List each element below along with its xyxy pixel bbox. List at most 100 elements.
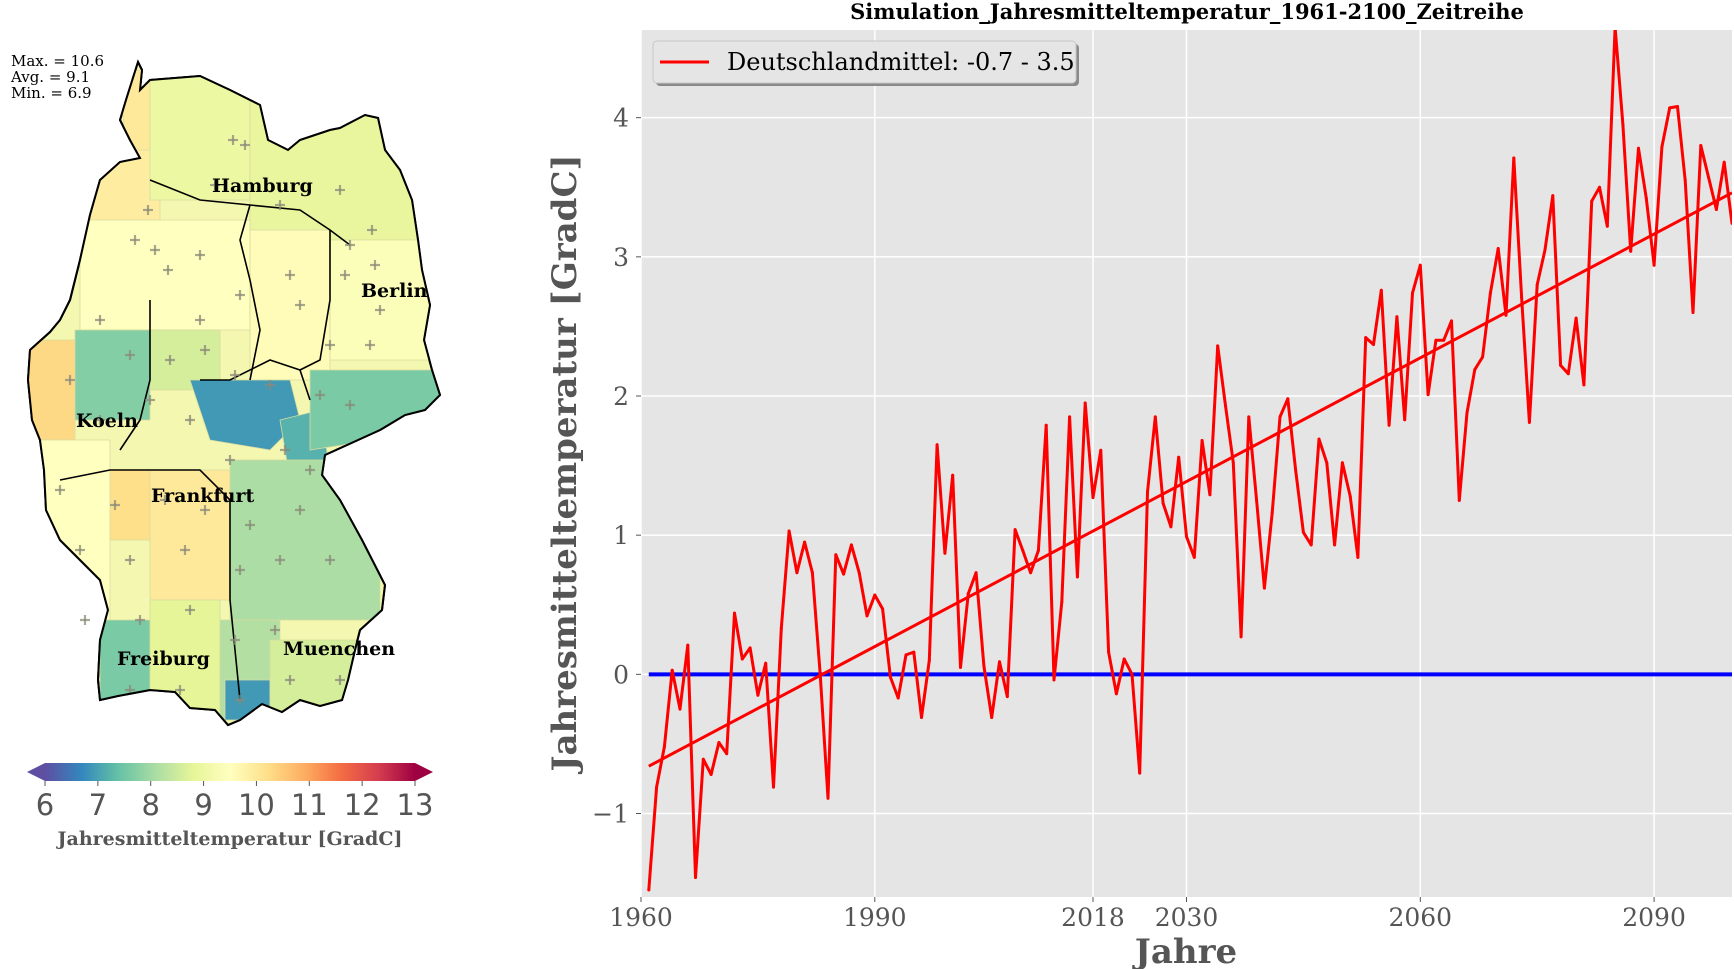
state-border: [59, 469, 150, 481]
data-point: [826, 796, 830, 800]
data-point: [795, 571, 799, 575]
station-cross-icon: [110, 500, 120, 510]
data-point: [1348, 494, 1352, 498]
data-point: [1614, 26, 1617, 29]
station-cross-icon: [135, 615, 145, 625]
station-cross-icon: [285, 270, 295, 280]
colorbar-tick-label: 12: [344, 788, 381, 822]
data-point: [655, 785, 659, 789]
stat-max: Max. = 10.6: [11, 52, 105, 70]
data-point: [1356, 555, 1360, 559]
station-cross-icon: [280, 445, 290, 455]
data-point: [873, 593, 877, 597]
city-label-muenchen: Muenchen: [283, 638, 395, 660]
colorbar-tick-label: 7: [89, 788, 107, 822]
station-cross-icon: [210, 180, 220, 190]
data-point: [810, 571, 814, 575]
data-point: [1208, 493, 1212, 497]
data-point: [912, 650, 916, 654]
data-point: [1730, 221, 1732, 225]
y-tick-label: −1: [592, 800, 629, 829]
data-point: [834, 553, 838, 557]
station-cross-icon: [295, 300, 305, 310]
legend-box: [652, 40, 1077, 84]
trend-line: [648, 191, 1732, 768]
station-cross-icon: [125, 555, 135, 565]
city-label-berlin: Berlin: [361, 280, 428, 302]
station-cross-icon: [195, 250, 205, 260]
station-cross-icon: [275, 200, 285, 210]
map-region: [74, 329, 151, 421]
legend-entry-label: Deutschlandmittel: -0.7 - 3.5: [727, 48, 1075, 76]
station-cross-icon: [270, 625, 280, 635]
data-point: [1153, 415, 1157, 419]
data-point: [904, 653, 908, 657]
station-cross-icon: [180, 545, 190, 555]
x-tick-label: 1960: [609, 903, 673, 932]
data-point: [1629, 249, 1633, 253]
y-axis-label: Jahresmitteltemperatur [GradC]: [545, 154, 585, 774]
data-point: [1598, 185, 1601, 189]
chart-title: Simulation_Jahresmitteltemperatur_1961-2…: [850, 0, 1524, 24]
station-cross-icon: [80, 615, 90, 625]
data-point: [982, 664, 986, 668]
station-cross-icon: [95, 415, 105, 425]
city-label-frankfurt: Frankfurt: [151, 485, 254, 507]
x-tick-label: 2030: [1155, 903, 1219, 932]
state-border: [299, 230, 331, 371]
data-point: [1036, 549, 1040, 552]
data-point: [1185, 535, 1188, 539]
data-point: [1520, 295, 1524, 299]
data-point: [678, 707, 682, 711]
y-tick-label: 4: [613, 104, 629, 133]
data-point: [1021, 549, 1025, 552]
station-cross-icon: [130, 235, 140, 245]
data-point: [1146, 490, 1149, 494]
map-statistics: Max. = 10.6 Avg. = 9.1 Min. = 6.9: [11, 53, 104, 101]
data-point: [1372, 343, 1375, 346]
station-cross-icon: [335, 675, 345, 685]
colorbar-extend-high: [415, 763, 433, 781]
series-lines: [647, 26, 1732, 892]
station-cross-icon: [245, 520, 255, 530]
station-cross-icon: [145, 395, 155, 405]
data-point: [1317, 437, 1321, 441]
colorbar-tick-label: 8: [141, 788, 159, 822]
station-cross-icon: [370, 260, 380, 270]
y-tick-label: 2: [613, 382, 629, 411]
data-point: [803, 540, 807, 544]
data-point: [1068, 415, 1072, 419]
colorbar-extend-low: [27, 763, 45, 781]
station-cross-icon: [228, 135, 238, 145]
station-cross-icon: [55, 485, 65, 495]
data-point: [1496, 247, 1500, 250]
data-point: [1559, 363, 1563, 367]
data-point: [1582, 383, 1586, 387]
station-cross-icon: [143, 205, 153, 215]
city-label-hamburg: Hamburg: [212, 175, 313, 197]
data-point: [725, 752, 729, 756]
data-point: [1379, 288, 1383, 292]
data-point: [1278, 415, 1282, 419]
data-point: [881, 607, 885, 611]
station-cross-icon: [163, 265, 173, 275]
data-point: [756, 693, 760, 697]
data-point: [1465, 411, 1469, 415]
data-point: [1668, 106, 1672, 110]
data-point: [1504, 313, 1508, 317]
series-line-deutschlandmittel: [647, 30, 1732, 891]
station-cross-icon: [185, 605, 195, 615]
data-point: [1722, 160, 1726, 164]
colorbar: 6 7 8 9 10 11 12 13 Jahresmitteltemperatur [Gra…: [27, 763, 433, 850]
data-point: [686, 643, 690, 647]
y-tick-label: 0: [613, 660, 629, 689]
germany-temperature-map: Hamburg Berlin Koeln Frankfurt Freiburg …: [26, 59, 442, 850]
city-label-koeln: Koeln: [76, 410, 138, 432]
data-point: [990, 716, 994, 719]
station-cross-icon: [340, 270, 350, 280]
data-point: [1660, 145, 1664, 149]
data-point: [920, 716, 923, 719]
station-cross-icon: [275, 555, 285, 565]
data-point: [787, 529, 791, 533]
x-tick-label: 1990: [843, 903, 907, 932]
